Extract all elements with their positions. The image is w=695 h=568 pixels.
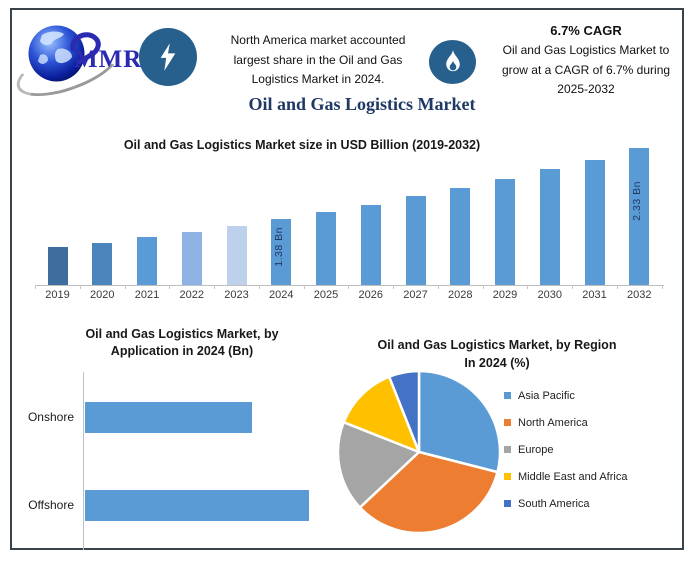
legend-item: South America <box>504 490 627 517</box>
bar-2027 <box>405 196 426 285</box>
bar-2025 <box>316 212 336 285</box>
bar-2031 <box>584 160 605 285</box>
x-tick-label: 2031 <box>582 289 607 301</box>
market-size-bar-chart: 2019 2020 2021 2022 2023 2024 2025 2026 2027 2028… <box>26 138 674 310</box>
x-tick-label: 2026 <box>358 289 384 301</box>
x-axis-tick <box>661 285 663 289</box>
x-axis-tick <box>303 285 305 289</box>
bar-2021 <box>137 237 157 285</box>
north-america-highlight-text: North America market accounted largest s… <box>230 33 406 86</box>
x-axis-tick <box>169 285 171 289</box>
pie-slice-south-america <box>387 369 421 454</box>
bar-2026 <box>360 205 381 285</box>
x-axis-tick <box>214 285 216 289</box>
bar-onshore <box>85 402 252 433</box>
legend-item: Asia Pacific <box>504 382 627 409</box>
mmr-logo: MMR <box>10 22 150 108</box>
x-tick-label: 2023 <box>224 289 249 301</box>
flame-icon <box>429 40 476 84</box>
legend-swatch <box>504 446 511 453</box>
x-tick-label: 2029 <box>492 289 518 301</box>
bar-2024 <box>271 219 292 285</box>
category-label: Onshore <box>27 410 74 424</box>
legend-label: North America <box>518 416 588 429</box>
bar-2030 <box>539 169 560 285</box>
x-tick-label: 2019 <box>45 289 70 301</box>
x-axis-tick <box>348 285 350 289</box>
x-tick-label: 2022 <box>179 289 205 301</box>
legend-label: Europe <box>518 443 554 456</box>
region-chart-title: Oil and Gas Logistics Market, by Region … <box>377 338 617 370</box>
x-axis-line <box>36 285 664 286</box>
bar-2020 <box>92 243 113 285</box>
legend-swatch <box>504 392 511 399</box>
x-axis-tick <box>124 285 126 289</box>
bar-2028 <box>450 188 471 285</box>
pie-legend: Asia Pacific North America Europe Middle Ea… <box>504 382 627 517</box>
bar-value-label: 1.38 Bn <box>273 227 286 267</box>
legend-label: South America <box>518 497 590 510</box>
globe-icon <box>28 25 85 82</box>
x-axis-tick <box>482 285 484 289</box>
legend-swatch <box>504 419 511 426</box>
logo-text: MMR <box>74 46 143 73</box>
cagr-text: Oil and Gas Logistics Market to grow at … <box>501 43 671 96</box>
x-tick-label: 2027 <box>403 289 428 301</box>
legend-item: Europe <box>504 436 627 463</box>
bar-2032 <box>629 148 650 285</box>
infographic-card: MMR North America market accounted large… <box>10 8 684 550</box>
x-axis-tick <box>393 285 395 289</box>
y-axis-line <box>83 372 84 550</box>
x-axis-tick <box>258 285 260 289</box>
cagr-highlight: 6.7% CAGR Oil and Gas Logistics Market t… <box>486 23 686 100</box>
application-chart-title: Oil and Gas Logistics Market, by Applica… <box>85 327 279 358</box>
region-pie-chart <box>334 367 504 537</box>
logo-swirl-icon <box>70 32 101 65</box>
pie-slice-europe <box>336 420 421 509</box>
x-tick-label: 2024 <box>269 289 294 301</box>
bar-offshore <box>85 490 309 521</box>
x-axis-tick <box>572 285 574 289</box>
page-title: Oil and Gas Logistics Market <box>248 94 476 114</box>
pie-slice-north-america <box>358 450 499 535</box>
lightning-bolt-icon <box>139 28 197 86</box>
category-label: Offshore <box>28 498 74 512</box>
legend-label: Asia Pacific <box>518 389 575 402</box>
x-axis-tick <box>616 285 618 289</box>
x-tick-label: 2020 <box>90 289 115 301</box>
x-axis-tick <box>79 285 81 289</box>
legend-label: Middle East and Africa <box>518 470 628 483</box>
x-axis-tick <box>527 285 529 289</box>
legend-item: Middle East and Africa <box>504 463 627 490</box>
pie-slice-asia-pacific <box>417 369 502 474</box>
bar-2019 <box>47 247 68 285</box>
legend-swatch <box>504 473 511 480</box>
x-tick-label: 2021 <box>134 289 160 301</box>
x-axis-tick <box>437 285 439 289</box>
pie-slice-middle-east-and-africa <box>342 375 421 454</box>
x-axis-tick <box>35 285 37 289</box>
legend-swatch <box>504 500 511 507</box>
bar-chart-title: Oil and Gas Logistics Market size in USD… <box>123 138 481 152</box>
bar-2022 <box>181 232 202 285</box>
application-bar-chart: Onshore Offshore <box>12 360 342 555</box>
cagr-heading: 6.7% CAGR <box>550 23 622 38</box>
x-tick-label: 2025 <box>313 289 339 301</box>
bar-value-label: 2.33 Bn <box>631 181 644 221</box>
bar-2023 <box>226 226 247 285</box>
bar-2029 <box>495 179 515 285</box>
x-tick-label: 2032 <box>627 289 652 301</box>
x-tick-label: 2030 <box>537 289 563 301</box>
legend-item: North America <box>504 409 627 436</box>
x-tick-label: 2028 <box>448 289 473 301</box>
